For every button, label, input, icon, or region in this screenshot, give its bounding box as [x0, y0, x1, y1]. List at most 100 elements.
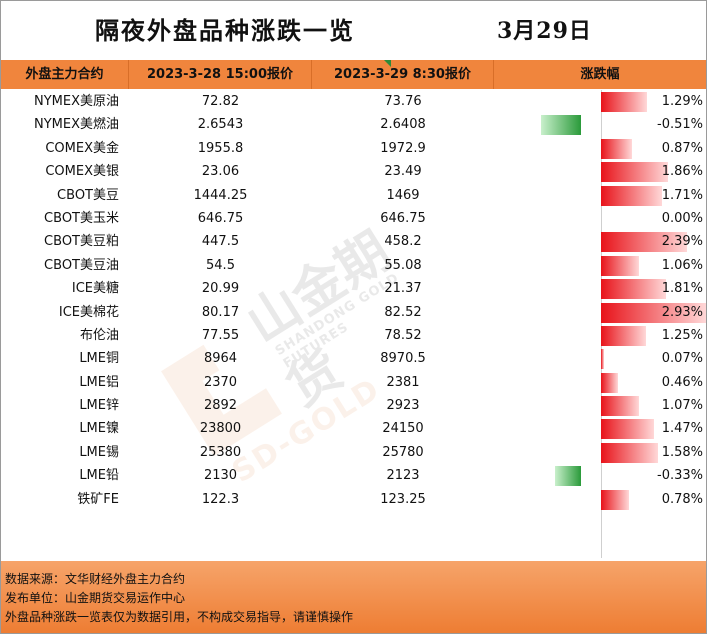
prev-price: 8964 — [203, 351, 238, 367]
prev-price: 72.82 — [201, 94, 240, 109]
table-row: COMEX美金 1955.8 1972.9 0.87% — [1, 137, 706, 160]
footer-disclaimer: 外盘品种涨跌一览表仅为数据引用，不构成交易指导，请谨慎操作 — [5, 610, 354, 624]
change-bar-up — [601, 489, 629, 510]
change-bar-up — [601, 302, 706, 323]
change-percent: 1.06% — [661, 257, 703, 273]
cur-price: 1469 — [386, 187, 420, 203]
report-date: 3月29日 — [497, 18, 592, 44]
prev-price: 1444.25 — [193, 187, 248, 203]
contract-name: CBOT美豆粕 — [44, 234, 119, 250]
cur-price: 23.49 — [384, 164, 422, 180]
change-percent: 2.39% — [661, 234, 703, 250]
change-bar-down — [540, 115, 581, 136]
contract-name: ICE美棉花 — [58, 304, 119, 320]
prev-price: 23800 — [199, 421, 242, 437]
change-bar-up — [601, 232, 687, 253]
header-prev-price: 2023-3-28 15:00报价 — [129, 60, 312, 89]
prev-price: 646.75 — [197, 210, 244, 226]
contract-name: COMEX美银 — [45, 164, 119, 180]
contract-name: ICE美糖 — [71, 281, 119, 297]
change-bar-up — [601, 442, 658, 463]
prev-price: 77.55 — [201, 327, 240, 343]
contract-name: 铁矿FE — [77, 491, 119, 507]
contract-name: LME铝 — [79, 374, 119, 390]
change-bar-up — [601, 162, 668, 183]
contract-name: CBOT美豆油 — [44, 257, 119, 273]
change-percent: -0.33% — [657, 468, 703, 484]
contract-name: LME铜 — [79, 351, 119, 367]
cur-price: 78.52 — [384, 327, 422, 343]
cur-price: 2381 — [386, 374, 420, 390]
change-percent: -0.51% — [657, 117, 703, 133]
change-cell: 1.06% — [494, 254, 706, 277]
contract-name: CBOT美玉米 — [44, 210, 119, 226]
change-bar-up — [601, 279, 666, 300]
table-row: 布伦油 77.55 78.52 1.25% — [1, 324, 706, 347]
cur-price: 73.76 — [384, 94, 422, 109]
cur-price: 21.37 — [384, 281, 422, 297]
prev-price: 2130 — [203, 468, 238, 484]
change-bar-up — [601, 419, 654, 440]
bar-zero-axis — [601, 90, 602, 558]
change-percent: 0.07% — [661, 351, 703, 367]
cur-price: 2923 — [386, 398, 420, 414]
cur-price: 1972.9 — [380, 140, 426, 156]
prev-price: 2.6543 — [197, 117, 244, 133]
change-percent: 0.87% — [661, 140, 703, 156]
change-percent: 1.71% — [661, 187, 703, 203]
table-row: CBOT美玉米 646.75 646.75 0.00% — [1, 207, 706, 230]
prev-price: 122.3 — [201, 491, 240, 507]
cur-price: 25780 — [382, 444, 424, 460]
change-percent: 1.81% — [661, 281, 703, 297]
change-percent: 1.58% — [661, 444, 703, 460]
change-bar-up — [601, 349, 604, 370]
contract-name: NYMEX美原油 — [33, 94, 119, 109]
change-percent: 0.00% — [661, 210, 703, 226]
cur-price: 2123 — [386, 468, 420, 484]
table-row: CBOT美豆 1444.25 1469 1.71% — [1, 184, 706, 207]
contract-name: LME锌 — [79, 398, 119, 414]
table-row: ICE美棉花 80.17 82.52 2.93% — [1, 301, 706, 324]
cur-price: 8970.5 — [380, 351, 426, 367]
table-row: LME铜 8964 8970.5 0.07% — [1, 347, 706, 370]
change-bar-up — [601, 372, 618, 393]
contract-name: 布伦油 — [79, 327, 119, 343]
change-bar-up — [601, 138, 633, 159]
table-row: NYMEX美燃油 2.6543 2.6408 -0.51% — [1, 113, 706, 136]
change-cell: 1.25% — [494, 324, 706, 347]
change-cell: 2.39% — [494, 230, 706, 253]
change-percent: 0.46% — [661, 374, 703, 390]
change-cell: 1.07% — [494, 394, 706, 417]
change-cell: -0.51% — [494, 113, 706, 136]
table-row: CBOT美豆粕 447.5 458.2 2.39% — [1, 230, 706, 253]
footer-source: 数据来源：文华财经外盘主力合约 — [5, 572, 186, 586]
table-row: COMEX美银 23.06 23.49 1.86% — [1, 160, 706, 183]
contract-name: LME镍 — [79, 421, 119, 437]
change-cell: 1.58% — [494, 441, 706, 464]
table-row: LME铅 2130 2123 -0.33% — [1, 464, 706, 487]
change-percent: 2.93% — [661, 304, 703, 320]
table-row: LME铝 2370 2381 0.46% — [1, 371, 706, 394]
cur-price: 458.2 — [384, 234, 422, 250]
change-percent: 1.29% — [661, 94, 703, 109]
change-cell: 0.78% — [494, 488, 706, 511]
change-cell: 0.87% — [494, 137, 706, 160]
change-bar-up — [601, 185, 663, 206]
change-bar-up — [601, 396, 640, 417]
change-bar-up — [601, 255, 639, 276]
header-change: 涨跌幅 — [580, 67, 620, 82]
change-cell: 1.29% — [494, 90, 706, 113]
prev-price: 2892 — [203, 398, 238, 414]
change-cell: 0.07% — [494, 347, 706, 370]
cell-comment-marker-icon — [384, 60, 391, 67]
change-cell: 0.00% — [494, 207, 706, 230]
cur-price: 24150 — [382, 421, 424, 437]
change-cell: 1.71% — [494, 184, 706, 207]
contract-name: COMEX美金 — [45, 140, 119, 156]
title-row: 隔夜外盘品种涨跌一览 3月29日 — [1, 1, 706, 59]
table-row: LME锌 2892 2923 1.07% — [1, 394, 706, 417]
table-row: LME镍 23800 24150 1.47% — [1, 417, 706, 440]
table-row: CBOT美豆油 54.5 55.08 1.06% — [1, 254, 706, 277]
footer-publisher: 发布单位：山金期货交易运作中心 — [5, 591, 186, 605]
